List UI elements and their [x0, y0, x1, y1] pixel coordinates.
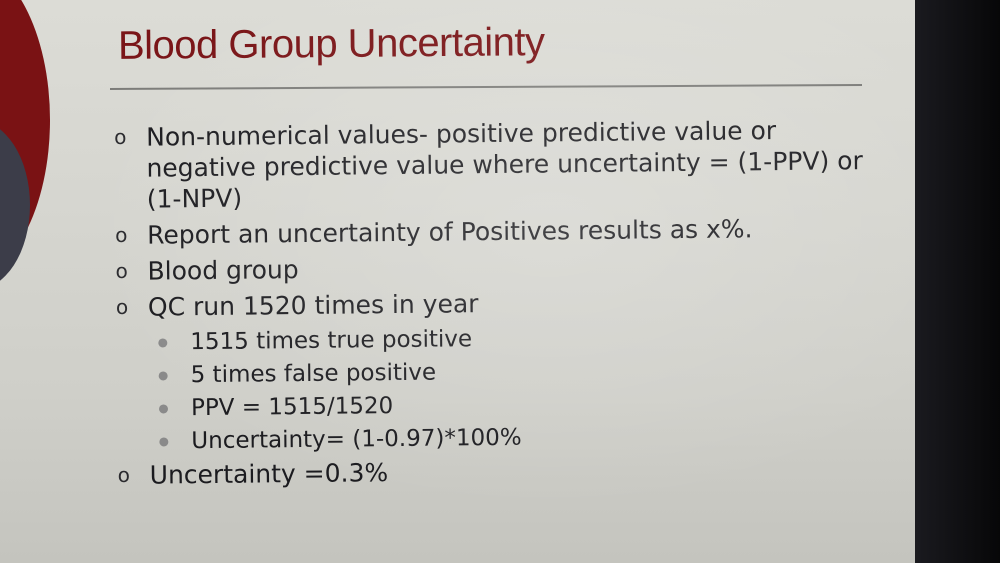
bullet-text: QC run 1520 times in year: [147, 289, 479, 322]
sub-bullet-item: PPV = 1515/1520: [113, 386, 873, 424]
sub-bullet-text: Uncertainty= (1-0.97)*100%: [191, 424, 522, 455]
circle-bullet-icon: o: [115, 222, 128, 247]
circle-bullet-icon: o: [115, 294, 129, 319]
circle-bullet-icon: o: [115, 258, 128, 283]
sub-bullet-item: Uncertainty= (1-0.97)*100%: [113, 419, 873, 457]
bullet-item: o Non-numerical values- positive predict…: [110, 114, 871, 215]
dot-bullet-icon: [158, 338, 168, 348]
bullet-item: o Blood group: [111, 248, 871, 287]
sub-bullet-text: 1515 times true positive: [190, 326, 473, 356]
slide-title: Blood Group Uncertainty: [117, 20, 545, 68]
slide-screen: Blood Group Uncertainty o Non-numerical …: [0, 0, 915, 563]
bullet-text: Non-numerical values- positive predictiv…: [146, 116, 863, 214]
dot-bullet-icon: [158, 404, 169, 414]
circle-bullet-icon: o: [117, 462, 131, 487]
slide-content: o Non-numerical values- positive predict…: [110, 114, 874, 496]
dot-bullet-icon: [158, 371, 168, 381]
sub-bullet-text: 5 times false positive: [190, 359, 437, 389]
monitor-bezel: [915, 0, 1000, 563]
circle-bullet-icon: o: [114, 124, 127, 149]
dot-bullet-icon: [159, 437, 169, 447]
bullet-text: Report an uncertainty of Positives resul…: [147, 214, 753, 250]
bullet-item: o Report an uncertainty of Positives res…: [111, 212, 871, 251]
sub-bullet-text: PPV = 1515/1520: [190, 393, 394, 422]
title-divider: [109, 84, 863, 90]
sub-bullet-item: 1515 times true positive: [112, 320, 872, 358]
bullet-item: o Uncertainty =0.3%: [114, 452, 874, 491]
bullet-text: Uncertainty =0.3%: [149, 458, 389, 490]
bullet-item: o QC run 1520 times in year: [112, 284, 872, 323]
sub-bullet-item: 5 times false positive: [113, 353, 873, 391]
bullet-text: Blood group: [147, 255, 299, 286]
